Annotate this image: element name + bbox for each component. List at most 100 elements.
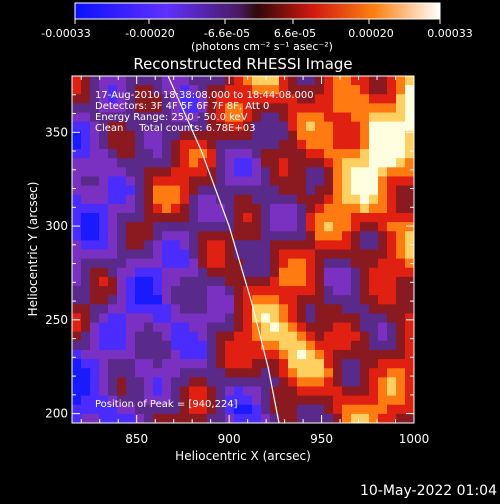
heatmap-cell [261, 349, 271, 360]
heatmap-cell [99, 139, 109, 150]
heatmap-cell [72, 167, 82, 178]
heatmap-cell [135, 231, 145, 241]
heatmap-cell [216, 413, 226, 423]
heatmap-cell [126, 349, 136, 360]
heatmap-cell [324, 249, 334, 260]
heatmap-cell [198, 231, 208, 241]
heatmap-cell [108, 85, 118, 95]
heatmap-cell [252, 76, 262, 86]
heatmap-cell [72, 386, 82, 397]
heatmap-cell [81, 85, 91, 95]
heatmap-cell [162, 386, 172, 397]
heatmap-cell [270, 130, 280, 141]
heatmap-cell [198, 94, 208, 104]
heatmap-cell [270, 322, 280, 333]
heatmap-cell [225, 304, 235, 315]
heatmap-cell [153, 185, 163, 196]
heatmap-cell [198, 386, 208, 397]
heatmap-cell [270, 258, 280, 269]
heatmap-cell [288, 194, 298, 205]
heatmap-cell [378, 286, 388, 296]
heatmap-cell [315, 103, 325, 114]
heatmap-cell [189, 167, 199, 178]
heatmap-cell [324, 267, 334, 278]
heatmap-cell [360, 185, 370, 196]
heatmap-cell [162, 94, 172, 104]
heatmap-cell [234, 222, 244, 232]
heatmap-cell [117, 94, 127, 104]
heatmap-cell [243, 203, 253, 214]
heatmap-cell [243, 158, 253, 168]
heatmap-cell [189, 276, 199, 287]
heatmap-cell [99, 130, 109, 141]
heatmap-cell [288, 286, 298, 296]
heatmap-cell [342, 286, 352, 296]
heatmap-cell [234, 167, 244, 178]
heatmap-cell [117, 222, 127, 232]
heatmap-cell [180, 139, 190, 150]
heatmap-cell [117, 404, 127, 415]
heatmap-cell [144, 194, 154, 205]
heatmap-cell [405, 94, 414, 104]
heatmap-cell [225, 404, 235, 415]
heatmap-cell [369, 359, 379, 369]
heatmap-cell [279, 386, 289, 397]
heatmap-cell [108, 313, 118, 324]
heatmap-cell [369, 304, 379, 315]
heatmap-cell [387, 313, 397, 324]
heatmap-cell [315, 368, 325, 378]
heatmap-cell [387, 139, 397, 150]
heatmap-cell [252, 313, 262, 324]
heatmap-cell [117, 158, 127, 168]
heatmap-cell [81, 194, 91, 205]
heatmap-cell [207, 377, 217, 388]
heatmap-cell [117, 386, 127, 397]
heatmap-cell [396, 112, 406, 123]
heatmap-cell [243, 404, 253, 415]
heatmap-cell [396, 249, 406, 260]
heatmap-cell [324, 258, 334, 269]
heatmap-cell [117, 413, 127, 423]
heatmap-cell [243, 130, 253, 141]
heatmap-cell [369, 194, 379, 205]
heatmap-cell [135, 377, 145, 388]
heatmap-cell [378, 176, 388, 187]
heatmap-cell [207, 85, 217, 95]
heatmap-cell [369, 249, 379, 260]
heatmap-cell [369, 94, 379, 104]
heatmap-cell [387, 167, 397, 178]
heatmap-cell [99, 76, 109, 86]
heatmap-cell [108, 240, 118, 251]
heatmap-cell [288, 359, 298, 369]
heatmap-cell [171, 103, 181, 114]
heatmap-cell [369, 222, 379, 232]
heatmap-cell [360, 359, 370, 369]
heatmap-cell [72, 267, 82, 278]
heatmap-cell [279, 85, 289, 95]
x-tick-labels: 850 900 950 1000 [125, 432, 429, 446]
heatmap-cell [270, 286, 280, 296]
heatmap-cell [234, 76, 244, 86]
heatmap-cell [333, 349, 343, 360]
y-axis-label: Heliocentric Y (arcsec) [26, 182, 40, 317]
heatmap-cell [126, 386, 136, 397]
heatmap-cell [171, 313, 181, 324]
heatmap-cell [297, 149, 307, 159]
heatmap-cell [180, 240, 190, 251]
heatmap-cell [171, 112, 181, 123]
heatmap-cell [108, 176, 118, 187]
heatmap-cell [315, 76, 325, 86]
heatmap-cell [360, 76, 370, 86]
heatmap-cell [297, 112, 307, 123]
heatmap-cell [162, 340, 172, 351]
heatmap-cell [369, 331, 379, 342]
heatmap-cell [387, 295, 397, 305]
heatmap-cell [72, 231, 82, 241]
heatmap-cell [324, 149, 334, 159]
heatmap-cell [405, 295, 414, 305]
heatmap-cell [405, 212, 414, 223]
heatmap-cell [351, 413, 361, 423]
heatmap-cell [216, 322, 226, 333]
heatmap-cell [306, 158, 316, 168]
heatmap-cell [342, 267, 352, 278]
